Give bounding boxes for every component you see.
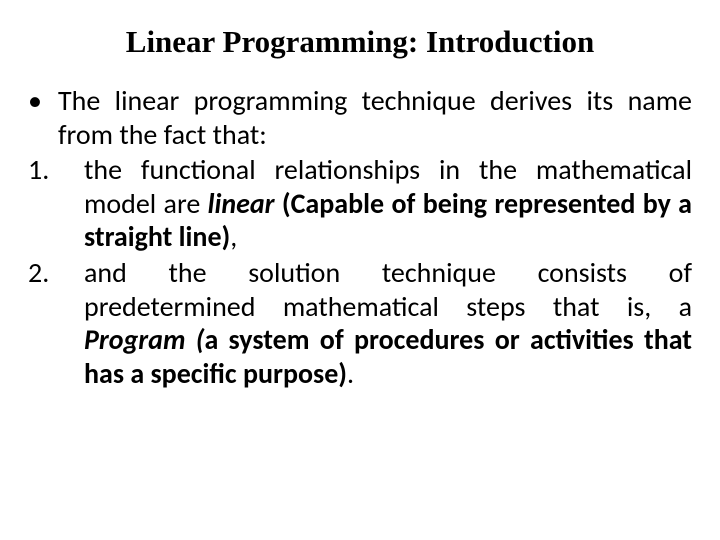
bullet-marker: • <box>28 84 58 151</box>
slide-title: Linear Programming: Introduction <box>28 24 692 60</box>
item-2-text: and the solution technique consists of p… <box>84 256 692 390</box>
numbered-item-2: 2. and the solution technique consists o… <box>28 256 692 390</box>
bullet-item: • The linear programming technique deriv… <box>28 84 692 151</box>
number-marker-2: 2. <box>28 256 84 390</box>
number-marker-1: 1. <box>28 153 84 254</box>
slide-body: • The linear programming technique deriv… <box>28 84 692 390</box>
numbered-item-1: 1. the functional relationships in the m… <box>28 153 692 254</box>
item-1-text: the functional relationships in the math… <box>84 153 692 254</box>
bullet-text: The linear programming technique derives… <box>58 84 692 151</box>
